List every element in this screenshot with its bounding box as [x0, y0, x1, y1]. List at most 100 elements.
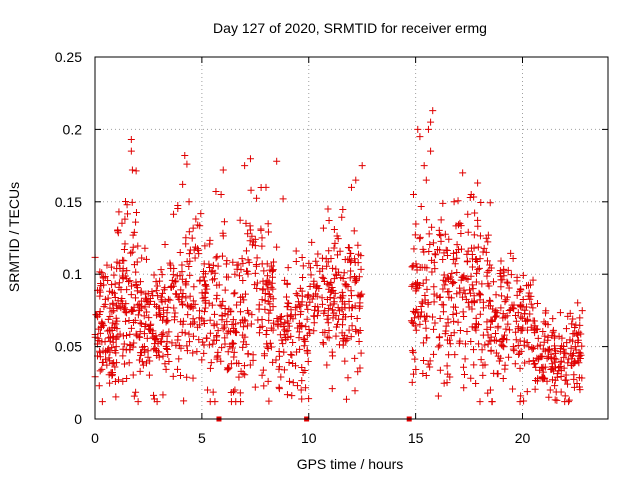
- data-point: [514, 342, 522, 350]
- data-point: [219, 166, 227, 174]
- data-point: [479, 371, 487, 379]
- data-point: [178, 328, 186, 336]
- data-point: [330, 244, 338, 252]
- data-point: [123, 309, 131, 317]
- x-tick-label: 15: [408, 430, 424, 446]
- data-point: [440, 301, 448, 309]
- data-point: [534, 342, 542, 350]
- data-point: [434, 343, 442, 351]
- data-point: [354, 241, 362, 249]
- data-point: [214, 262, 222, 270]
- data-point: [576, 386, 584, 394]
- data-point: [192, 215, 200, 223]
- data-point: [277, 320, 285, 328]
- data-point: [341, 300, 349, 308]
- data-point: [499, 335, 507, 343]
- data-point: [137, 287, 145, 295]
- data-point: [105, 334, 113, 342]
- data-point: [412, 365, 420, 373]
- data-point: [311, 302, 319, 310]
- data-point: [551, 376, 559, 384]
- data-point: [440, 249, 448, 257]
- data-point: [455, 339, 463, 347]
- data-point: [516, 288, 524, 296]
- data-point: [296, 322, 304, 330]
- data-point: [179, 180, 187, 188]
- data-point: [98, 398, 106, 406]
- data-point: [130, 228, 138, 236]
- data-point: [221, 334, 229, 342]
- data-point: [124, 277, 132, 285]
- data-point: [264, 272, 272, 280]
- data-point: [569, 315, 577, 323]
- data-point: [412, 326, 420, 334]
- data-point: [189, 332, 197, 340]
- data-point: [464, 228, 472, 236]
- data-point: [310, 319, 318, 327]
- data-point: [470, 231, 478, 239]
- data-point: [474, 243, 482, 251]
- data-point: [440, 271, 448, 279]
- data-point: [414, 125, 422, 133]
- data-point: [224, 273, 232, 281]
- data-point: [224, 364, 232, 372]
- data-point: [444, 319, 452, 327]
- data-point: [299, 369, 307, 377]
- data-point: [331, 289, 339, 297]
- data-point: [143, 334, 151, 342]
- data-point: [545, 393, 553, 401]
- data-point: [174, 202, 182, 210]
- data-point: [148, 288, 156, 296]
- data-point: [159, 332, 167, 340]
- data-point: [423, 334, 431, 342]
- data-point: [160, 312, 168, 320]
- data-point: [202, 282, 210, 290]
- data-point: [301, 337, 309, 345]
- data-point: [115, 259, 123, 267]
- data-point: [255, 305, 263, 313]
- data-point: [264, 345, 272, 353]
- data-point: [194, 245, 202, 253]
- data-point: [439, 199, 447, 207]
- data-point: [128, 248, 136, 256]
- data-point: [206, 329, 214, 337]
- data-point: [241, 333, 249, 341]
- data-point: [534, 334, 542, 342]
- data-point: [346, 274, 354, 282]
- data-point: [113, 304, 121, 312]
- data-point: [332, 323, 340, 331]
- data-point: [545, 353, 553, 361]
- data-point: [449, 280, 457, 288]
- data-point: [423, 285, 431, 293]
- data-point: [228, 320, 236, 328]
- data-point: [120, 245, 128, 253]
- data-point: [121, 308, 129, 316]
- data-point: [106, 327, 114, 335]
- data-point: [150, 345, 158, 353]
- data-point: [201, 270, 209, 278]
- data-point: [492, 312, 500, 320]
- data-point: [285, 359, 293, 367]
- data-point: [248, 232, 256, 240]
- data-point: [511, 360, 519, 368]
- data-point: [526, 295, 534, 303]
- data-point: [283, 391, 291, 399]
- data-point: [430, 325, 438, 333]
- data-point: [354, 368, 362, 376]
- data-point: [321, 328, 329, 336]
- data-point: [408, 318, 416, 326]
- data-point: [167, 261, 175, 269]
- data-point: [514, 309, 522, 317]
- data-point: [218, 302, 226, 310]
- data-point: [310, 280, 318, 288]
- data-point: [354, 291, 362, 299]
- data-point: [123, 286, 131, 294]
- data-point: [427, 118, 435, 126]
- data-point: [185, 303, 193, 311]
- data-point: [557, 373, 565, 381]
- data-point: [471, 209, 479, 217]
- data-point: [200, 308, 208, 316]
- data-point: [479, 331, 487, 339]
- data-point: [239, 276, 247, 284]
- data-point: [96, 349, 104, 357]
